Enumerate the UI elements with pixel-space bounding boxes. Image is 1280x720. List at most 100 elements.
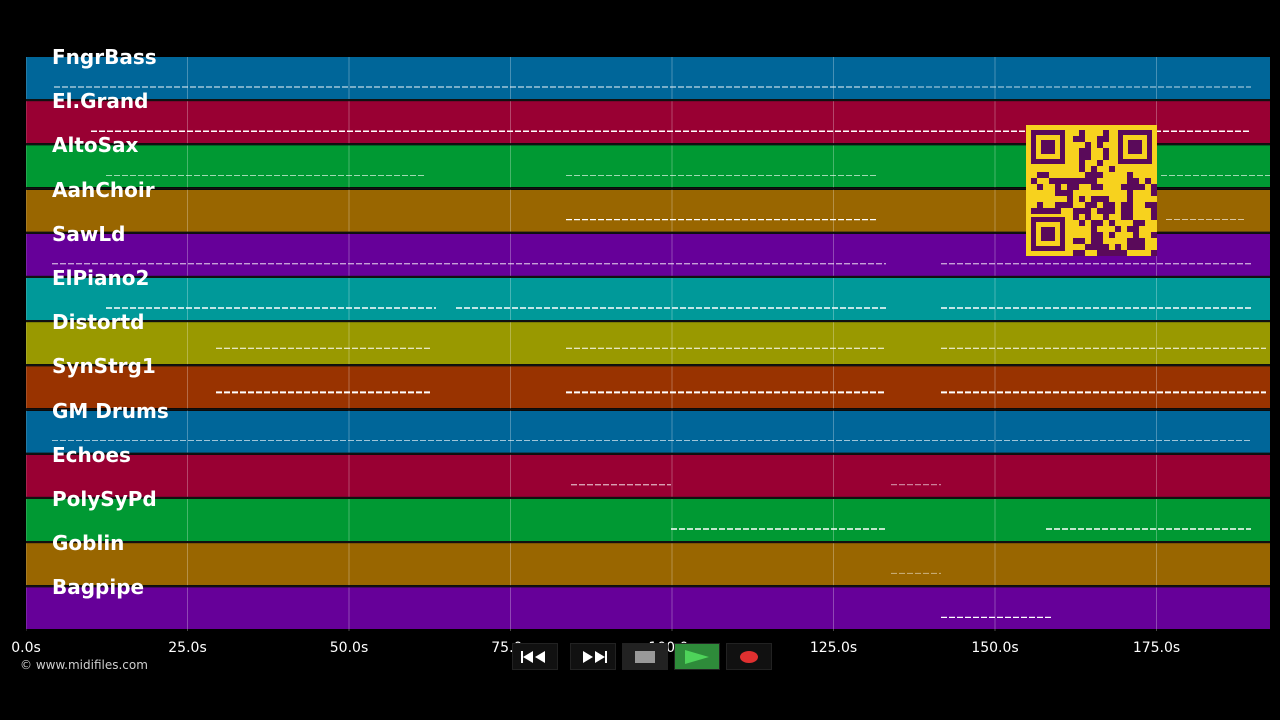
qr-module bbox=[1073, 184, 1079, 190]
qr-module bbox=[1139, 184, 1145, 190]
fast-forward-icon bbox=[583, 650, 607, 663]
qr-module bbox=[1091, 220, 1097, 226]
qr-module bbox=[1091, 244, 1097, 250]
qr-module bbox=[1085, 208, 1091, 214]
qr-module bbox=[1133, 232, 1139, 238]
time-tick-label: 0.0s bbox=[11, 640, 41, 656]
qr-module bbox=[1091, 178, 1097, 184]
qr-module bbox=[1055, 178, 1061, 184]
qr-module bbox=[1121, 250, 1127, 256]
qr-module bbox=[1037, 172, 1043, 178]
qr-module bbox=[1121, 184, 1127, 190]
time-tick-label: 50.0s bbox=[329, 640, 369, 656]
qr-module bbox=[1061, 178, 1067, 184]
stop-button[interactable] bbox=[622, 643, 668, 670]
track-row bbox=[26, 499, 1270, 541]
qr-module bbox=[1085, 214, 1091, 220]
qr-module bbox=[1139, 220, 1145, 226]
qr-module bbox=[1115, 250, 1121, 256]
qr-module bbox=[1079, 178, 1085, 184]
qr-module bbox=[1079, 130, 1085, 136]
qr-module bbox=[1121, 214, 1127, 220]
qr-module bbox=[1097, 136, 1103, 142]
qr-module bbox=[1049, 208, 1055, 214]
note-overlay bbox=[52, 86, 1270, 619]
qr-module bbox=[1133, 184, 1139, 190]
track-label: SawLd bbox=[52, 221, 126, 246]
qr-module bbox=[1079, 238, 1085, 244]
qr-module bbox=[1079, 250, 1085, 256]
rewind-button[interactable] bbox=[512, 643, 558, 670]
qr-module bbox=[1079, 136, 1085, 142]
qr-module bbox=[1133, 220, 1139, 226]
qr-module bbox=[1103, 154, 1109, 160]
record-button[interactable] bbox=[726, 643, 772, 670]
row-separator bbox=[26, 99, 1270, 102]
qr-module bbox=[1151, 208, 1157, 214]
row-separator bbox=[26, 408, 1270, 411]
qr-module bbox=[1097, 220, 1103, 226]
qr-module bbox=[1103, 244, 1109, 250]
row-separator bbox=[26, 187, 1270, 190]
qr-module bbox=[1127, 196, 1133, 202]
qr-module bbox=[1109, 166, 1115, 172]
qr-module bbox=[1133, 244, 1139, 250]
qr-code-icon bbox=[1026, 125, 1157, 256]
qr-module bbox=[1079, 148, 1085, 154]
qr-module bbox=[1145, 202, 1151, 208]
qr-module bbox=[1127, 190, 1133, 196]
fast-forward-button[interactable] bbox=[570, 643, 616, 670]
qr-module bbox=[1073, 238, 1079, 244]
qr-module bbox=[1127, 178, 1133, 184]
qr-module bbox=[1097, 196, 1103, 202]
qr-module bbox=[1127, 202, 1133, 208]
qr-module bbox=[1055, 208, 1061, 214]
qr-module bbox=[1151, 214, 1157, 220]
qr-module bbox=[1079, 154, 1085, 160]
qr-module bbox=[1109, 202, 1115, 208]
time-tick-label: 25.0s bbox=[168, 640, 207, 656]
qr-module bbox=[1073, 250, 1079, 256]
qr-module bbox=[1145, 178, 1151, 184]
qr-module bbox=[1097, 172, 1103, 178]
qr-module bbox=[1109, 208, 1115, 214]
qr-module bbox=[1097, 244, 1103, 250]
track-label: Goblin bbox=[52, 531, 125, 556]
stop-icon bbox=[635, 650, 655, 663]
qr-module bbox=[1055, 184, 1061, 190]
row-separator bbox=[26, 541, 1270, 544]
qr-module bbox=[1097, 250, 1103, 256]
track-label: AahChoir bbox=[52, 177, 155, 202]
qr-module bbox=[1079, 196, 1085, 202]
track-label: GM Drums bbox=[52, 398, 169, 423]
qr-module bbox=[1067, 202, 1073, 208]
qr-module bbox=[1067, 196, 1073, 202]
play-icon bbox=[685, 649, 709, 664]
qr-module bbox=[1085, 178, 1091, 184]
qr-module bbox=[1079, 166, 1085, 172]
qr-module bbox=[1085, 154, 1091, 160]
time-grid bbox=[26, 57, 1270, 631]
track-label: El.Grand bbox=[52, 89, 149, 114]
qr-module bbox=[1067, 178, 1073, 184]
time-tick-label: 175.0s bbox=[1132, 640, 1181, 656]
qr-module bbox=[1043, 172, 1049, 178]
track-label: AltoSax bbox=[52, 133, 139, 158]
qr-module bbox=[1073, 208, 1079, 214]
qr-module bbox=[1091, 238, 1097, 244]
track-row bbox=[26, 410, 1270, 453]
qr-module bbox=[1091, 232, 1097, 238]
track-label: Distortd bbox=[52, 310, 145, 335]
qr-module bbox=[1049, 178, 1055, 184]
row-separator bbox=[26, 320, 1270, 323]
qr-module bbox=[1097, 232, 1103, 238]
qr-module bbox=[1151, 250, 1157, 256]
qr-module bbox=[1121, 208, 1127, 214]
play-button[interactable] bbox=[674, 643, 720, 670]
qr-module bbox=[1079, 220, 1085, 226]
qr-finder-center bbox=[1041, 227, 1055, 241]
qr-module bbox=[1037, 208, 1043, 214]
qr-module bbox=[1103, 130, 1109, 136]
qr-module bbox=[1127, 214, 1133, 220]
track-row bbox=[26, 278, 1270, 320]
